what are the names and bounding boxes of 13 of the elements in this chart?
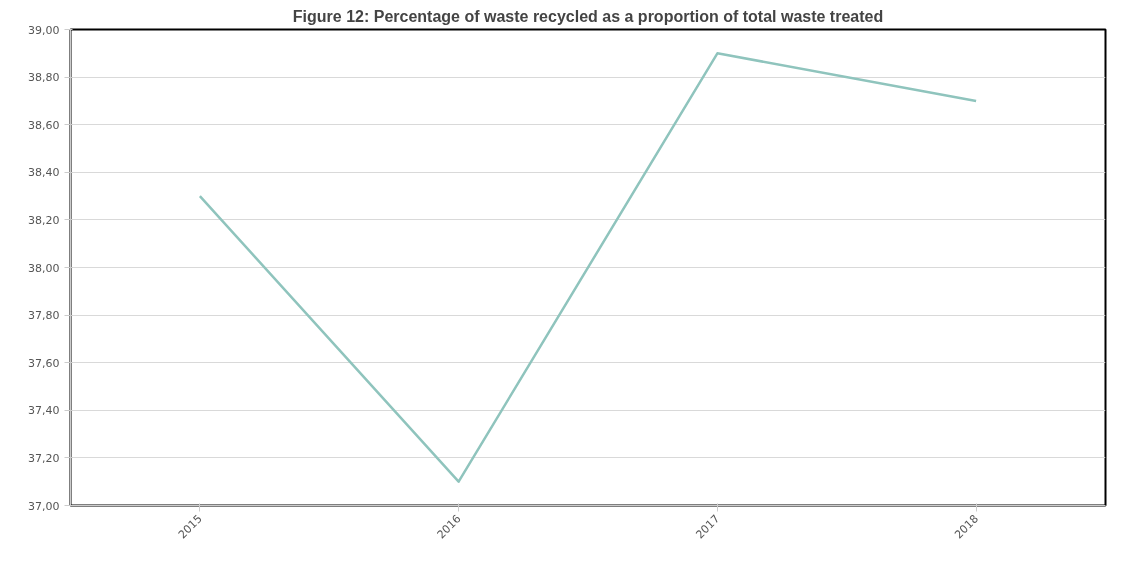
chart-title: Figure 12: Percentage of waste recycled as a proportion of total waste treated: [292, 7, 884, 25]
y-tick-label: 38,00: [28, 261, 60, 275]
y-tick-label: 37,00: [28, 499, 60, 513]
y-tick-label: 38,60: [28, 118, 60, 132]
y-tick-label: 37,80: [28, 309, 60, 323]
y-tick-label: 37,60: [28, 356, 60, 370]
y-tick-label: 37,40: [28, 404, 60, 418]
y-tick-label: 38,80: [28, 71, 60, 85]
y-tick-label: 37,20: [28, 451, 60, 465]
y-tick-label: 38,20: [28, 213, 60, 227]
y-tick-label: 38,40: [28, 166, 60, 180]
y-tick-label: 39,00: [28, 23, 60, 37]
line-series: [198, 52, 978, 483]
